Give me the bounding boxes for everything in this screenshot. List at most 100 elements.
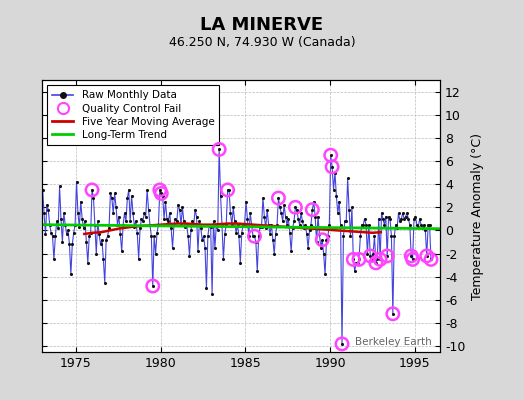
Point [287, 248, 296, 254]
Point [242, 198, 250, 205]
Point [261, 225, 270, 231]
Point [278, 218, 287, 224]
Point [111, 190, 119, 197]
Point [290, 218, 298, 224]
Point [215, 146, 223, 153]
Point [195, 218, 204, 224]
Point [185, 253, 194, 259]
Point [393, 225, 401, 231]
Point [107, 195, 116, 201]
Point [139, 218, 147, 224]
Point [96, 241, 105, 248]
Point [406, 222, 414, 228]
Point [408, 256, 417, 263]
Point [161, 198, 170, 205]
Point [315, 231, 324, 237]
Point [250, 233, 259, 240]
Point [109, 210, 117, 216]
Point [362, 222, 370, 228]
Point [58, 239, 67, 245]
Point [297, 210, 305, 216]
Point [113, 222, 122, 228]
Point [401, 213, 410, 220]
Text: Berkeley Earth: Berkeley Earth [355, 336, 432, 346]
Y-axis label: Temperature Anomaly (°C): Temperature Anomaly (°C) [471, 132, 484, 300]
Point [372, 260, 380, 266]
Point [281, 213, 290, 220]
Point [253, 268, 261, 274]
Point [231, 218, 239, 224]
Point [332, 192, 341, 199]
Point [93, 218, 102, 224]
Point [223, 187, 232, 193]
Point [246, 210, 255, 216]
Point [158, 192, 167, 199]
Point [257, 224, 266, 230]
Point [144, 206, 152, 213]
Point [218, 222, 226, 228]
Point [157, 190, 166, 197]
Point [147, 233, 156, 240]
Point [352, 260, 361, 266]
Point [355, 256, 363, 263]
Point [121, 210, 129, 216]
Point [252, 239, 260, 245]
Point [280, 202, 288, 208]
Point [70, 230, 78, 236]
Point [375, 216, 383, 222]
Point [422, 253, 431, 259]
Point [47, 230, 56, 236]
Point [235, 233, 243, 240]
Point [171, 216, 180, 222]
Point [271, 231, 280, 237]
Point [219, 256, 227, 263]
Point [50, 256, 58, 263]
Point [255, 233, 263, 240]
Point [130, 224, 139, 230]
Point [298, 218, 307, 224]
Point [400, 216, 408, 222]
Point [222, 222, 231, 228]
Point [288, 225, 297, 231]
Point [416, 216, 424, 222]
Point [386, 216, 394, 222]
Point [328, 164, 336, 170]
Point [395, 210, 403, 216]
Point [72, 179, 81, 185]
Point [146, 222, 154, 228]
Point [157, 190, 166, 197]
Point [247, 222, 256, 228]
Point [74, 210, 82, 216]
Point [214, 227, 222, 234]
Point [98, 236, 106, 243]
Point [191, 206, 199, 213]
Point [40, 210, 48, 216]
Point [377, 210, 386, 216]
Point [135, 256, 143, 263]
Point [160, 216, 168, 222]
Point [99, 256, 107, 263]
Point [119, 222, 127, 228]
Point [396, 218, 404, 224]
Point [318, 236, 326, 243]
Point [369, 250, 377, 257]
Point [342, 218, 351, 224]
Point [102, 236, 111, 243]
Point [60, 210, 68, 216]
Point [324, 233, 332, 240]
Legend: Raw Monthly Data, Quality Control Fail, Five Year Moving Average, Long-Term Tren: Raw Monthly Data, Quality Control Fail, … [47, 85, 220, 145]
Point [399, 210, 407, 216]
Point [133, 230, 141, 236]
Point [367, 256, 376, 263]
Point [381, 213, 390, 220]
Point [71, 222, 79, 228]
Point [351, 268, 359, 274]
Point [149, 283, 157, 289]
Point [307, 222, 315, 228]
Point [101, 279, 109, 286]
Point [149, 283, 157, 289]
Point [365, 222, 373, 228]
Point [305, 227, 314, 234]
Point [205, 222, 213, 228]
Point [326, 152, 335, 158]
